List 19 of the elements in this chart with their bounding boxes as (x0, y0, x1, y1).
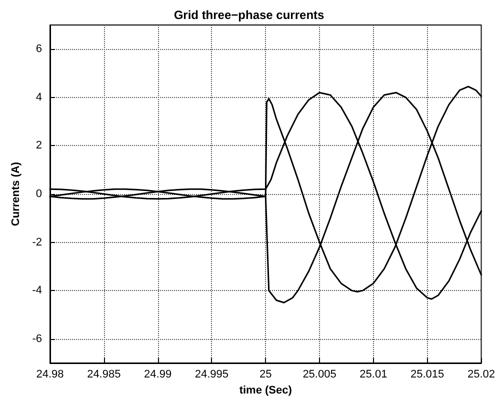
x-tick-label: 25.01 (360, 368, 388, 380)
x-tick-label: 24.985 (87, 368, 121, 380)
x-tick-label: 25.015 (410, 368, 444, 380)
x-tick-label: 25 (259, 368, 272, 380)
y-tick-label: 0 (36, 188, 42, 200)
chart-title: Grid three−phase currents (174, 8, 325, 22)
y-tick-label: -2 (32, 236, 42, 248)
y-tick-label: 4 (36, 91, 42, 104)
x-tick-label: 24.995 (194, 368, 229, 380)
x-tick-label: 24.98 (36, 368, 64, 380)
x-axis-title: time (Sec) (239, 384, 292, 396)
x-tick-label: 24.99 (144, 368, 172, 380)
y-tick-label: -6 (32, 332, 42, 345)
x-tick-label: 25.02 (467, 368, 495, 380)
x-tick-label: 25.005 (302, 368, 336, 380)
y-axis-title: Currents (A) (10, 162, 22, 226)
y-tick-label: 6 (36, 43, 42, 56)
y-tick-label: 2 (36, 140, 42, 152)
y-tick-label: -4 (32, 284, 42, 297)
